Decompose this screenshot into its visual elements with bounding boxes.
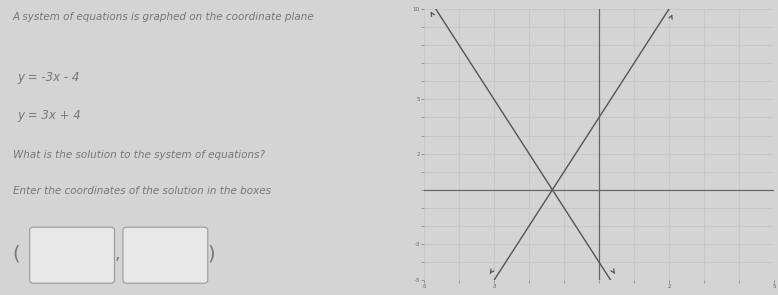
Text: y = 3x + 4: y = 3x + 4 xyxy=(17,109,81,122)
FancyBboxPatch shape xyxy=(30,227,114,283)
Text: ): ) xyxy=(208,244,216,263)
Text: Enter the coordinates of the solution in the boxes: Enter the coordinates of the solution in… xyxy=(12,186,271,196)
FancyBboxPatch shape xyxy=(123,227,208,283)
Text: ,: , xyxy=(114,245,120,263)
Text: y = -3x - 4: y = -3x - 4 xyxy=(17,71,79,84)
Text: (: ( xyxy=(12,244,20,263)
Text: What is the solution to the system of equations?: What is the solution to the system of eq… xyxy=(12,150,265,160)
Text: A system of equations is graphed on the coordinate plane: A system of equations is graphed on the … xyxy=(12,12,314,22)
